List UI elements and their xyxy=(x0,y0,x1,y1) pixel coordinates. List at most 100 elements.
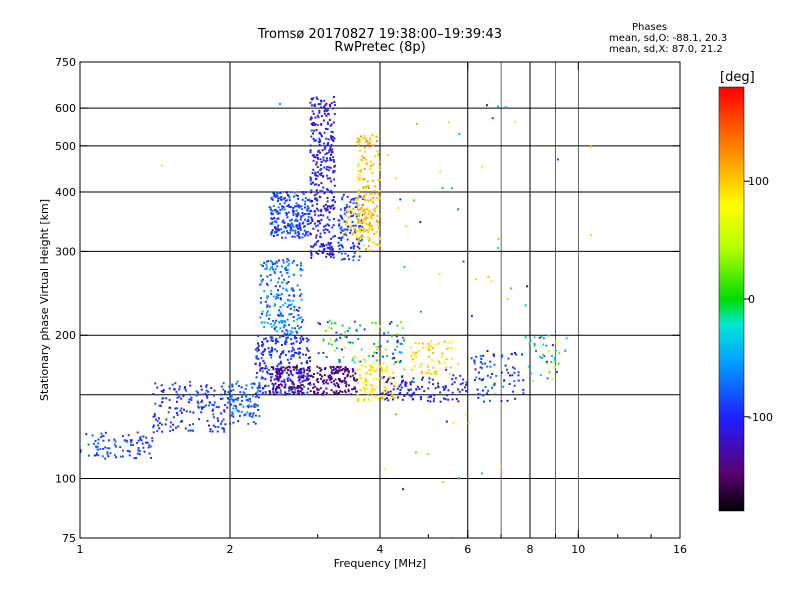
data-point xyxy=(188,424,191,427)
data-point xyxy=(272,295,275,298)
data-point xyxy=(340,381,343,384)
data-point xyxy=(296,331,299,334)
data-point xyxy=(232,400,235,403)
data-point xyxy=(362,399,365,402)
data-point xyxy=(122,435,125,438)
data-point xyxy=(330,159,333,162)
data-point xyxy=(316,372,319,375)
data-point xyxy=(382,355,384,358)
data-point xyxy=(391,394,394,397)
data-point xyxy=(313,194,316,197)
data-point xyxy=(362,387,365,390)
data-point xyxy=(344,214,347,217)
data-point xyxy=(370,215,373,217)
data-point xyxy=(284,339,287,342)
data-point xyxy=(285,288,288,291)
chart-title: Tromsø 20170827 19:38:00–19:39:43 xyxy=(257,27,503,42)
data-point xyxy=(296,205,299,208)
data-point xyxy=(109,452,112,455)
data-point xyxy=(310,104,313,107)
data-point xyxy=(504,364,507,367)
data-point xyxy=(276,261,279,264)
data-point xyxy=(379,325,382,328)
data-point xyxy=(270,266,272,269)
data-point xyxy=(257,344,260,347)
data-point xyxy=(175,426,177,429)
data-point xyxy=(101,455,104,458)
data-point xyxy=(300,370,303,373)
data-point xyxy=(275,387,277,390)
data-point xyxy=(425,371,428,374)
data-point xyxy=(289,229,292,232)
data-point xyxy=(341,244,344,247)
data-point xyxy=(332,218,335,220)
data-point xyxy=(365,388,368,390)
data-point xyxy=(327,169,330,172)
data-point xyxy=(368,187,370,189)
data-point xyxy=(230,414,233,417)
data-point xyxy=(357,214,360,217)
data-point xyxy=(348,370,350,373)
data-point xyxy=(347,390,350,393)
data-point xyxy=(382,362,385,365)
data-point xyxy=(384,348,387,351)
data-point xyxy=(269,208,272,211)
data-point xyxy=(322,243,325,246)
data-point xyxy=(262,343,265,346)
data-point xyxy=(232,389,235,391)
data-point xyxy=(328,166,331,169)
data-point xyxy=(517,379,520,382)
data-point xyxy=(262,353,264,356)
data-point xyxy=(266,370,268,373)
data-point xyxy=(293,366,296,369)
data-point xyxy=(357,393,359,396)
data-point xyxy=(284,393,287,396)
data-point xyxy=(161,430,164,433)
data-point xyxy=(277,370,280,373)
data-point xyxy=(196,400,199,403)
data-point xyxy=(363,178,366,181)
data-point xyxy=(322,249,325,252)
data-point xyxy=(459,383,462,386)
data-point xyxy=(327,138,330,141)
data-point xyxy=(296,284,299,287)
data-point xyxy=(322,382,325,385)
data-point xyxy=(354,224,357,227)
data-point xyxy=(203,406,206,409)
data-point xyxy=(378,341,381,344)
data-point xyxy=(268,350,271,353)
data-point xyxy=(426,399,429,402)
data-point xyxy=(231,383,234,386)
data-point xyxy=(333,178,335,181)
data-point xyxy=(327,375,330,378)
data-point xyxy=(295,215,298,218)
data-point xyxy=(277,289,279,292)
data-point xyxy=(465,414,468,417)
data-point xyxy=(364,218,367,221)
data-point xyxy=(286,358,289,361)
data-point xyxy=(273,216,276,219)
data-point xyxy=(315,236,317,239)
data-point xyxy=(317,240,320,243)
data-point xyxy=(533,344,536,347)
data-point xyxy=(396,333,399,336)
data-point xyxy=(260,352,263,355)
data-point xyxy=(316,124,319,127)
data-point xyxy=(317,103,320,106)
data-point xyxy=(420,363,423,366)
data-point xyxy=(275,326,278,328)
data-point xyxy=(337,370,340,373)
data-point xyxy=(300,335,303,338)
data-point xyxy=(521,353,524,356)
data-point xyxy=(347,225,349,228)
data-point xyxy=(379,395,382,398)
data-point xyxy=(106,451,109,454)
data-point xyxy=(352,232,355,234)
data-point xyxy=(339,380,342,382)
data-point xyxy=(370,193,373,195)
data-point xyxy=(323,207,326,210)
data-point xyxy=(355,215,358,218)
data-point xyxy=(359,374,361,377)
data-point xyxy=(431,378,434,381)
data-point xyxy=(317,321,320,324)
